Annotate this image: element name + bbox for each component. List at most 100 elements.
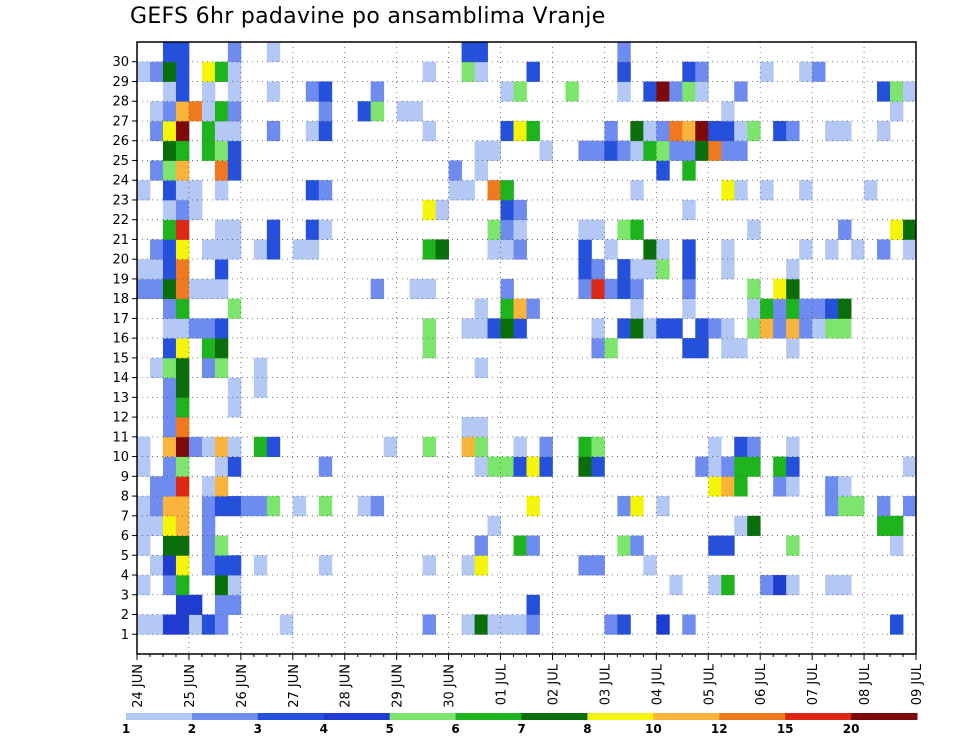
heatmap-cell (734, 180, 748, 201)
heatmap-cell (461, 436, 475, 457)
heatmap-cell (474, 160, 488, 181)
heatmap-cell (799, 239, 813, 260)
heatmap-cell (162, 614, 177, 635)
heatmap-cell (214, 101, 229, 122)
heatmap-cell (487, 180, 501, 201)
heatmap-cell (435, 239, 449, 260)
y-tick-label: 1 (121, 628, 129, 643)
heatmap-cell (227, 120, 242, 142)
colorbar-swatch (653, 713, 720, 720)
y-tick-label: 5 (121, 549, 129, 564)
colorbar-label: 2 (188, 722, 196, 736)
heatmap-cell (773, 120, 787, 142)
heatmap-cell (682, 140, 696, 161)
heatmap-cell (682, 81, 696, 102)
heatmap-cell (890, 515, 904, 536)
colorbar-swatch (851, 713, 918, 720)
heatmap-cell (669, 140, 683, 161)
heatmap-cell (214, 436, 229, 457)
heatmap-cell (513, 81, 527, 102)
heatmap-cell (370, 278, 385, 300)
heatmap-cell (422, 338, 437, 359)
heatmap-cell (708, 140, 722, 161)
heatmap-cell (747, 436, 761, 457)
heatmap-cell (370, 81, 385, 102)
heatmap-cell (773, 318, 787, 339)
heatmap-cell (643, 239, 657, 260)
heatmap-cell (422, 555, 437, 576)
heatmap-cell (175, 417, 190, 438)
heatmap-cell (591, 318, 605, 339)
heatmap-cell (214, 614, 229, 635)
heatmap-cell (890, 81, 904, 102)
y-tick-label: 13 (112, 391, 129, 406)
heatmap-cell (513, 318, 527, 339)
heatmap-cell (162, 575, 177, 596)
heatmap-cell (604, 120, 618, 142)
heatmap-cell (318, 219, 333, 240)
colorbar-label: 15 (777, 722, 794, 736)
heatmap-cell (422, 120, 437, 142)
heatmap-cell (617, 81, 631, 102)
colorbar-swatch (389, 713, 457, 720)
heatmap-cell (201, 476, 216, 497)
heatmap-cell (175, 357, 190, 379)
heatmap-cell (682, 259, 696, 280)
heatmap-cell (227, 594, 242, 615)
x-axis-ticks: 24 JUN 25 JUN 26 JUN 27 JUN 28 JUN 29 JUN 30 J… (131, 654, 925, 708)
heatmap-cell (175, 397, 190, 418)
y-tick-label: 27 (112, 114, 129, 129)
heatmap-cell (799, 61, 813, 82)
heatmap-cell (162, 436, 177, 457)
heatmap-cell (292, 239, 307, 260)
heatmap-cell (838, 476, 852, 497)
heatmap-cell (188, 101, 203, 122)
heatmap-cell (838, 496, 852, 517)
heatmap-cell (227, 496, 242, 517)
heatmap-cell (137, 614, 151, 635)
heatmap-cell (149, 496, 164, 517)
colorbar-label: 7 (517, 722, 525, 736)
heatmap-cell (162, 496, 177, 517)
heatmap-cell (487, 219, 501, 240)
heatmap-cell (825, 298, 839, 319)
heatmap-cell (318, 456, 333, 477)
heatmap-cell (630, 535, 644, 556)
heatmap-cell (188, 436, 203, 457)
heatmap-cell (474, 140, 488, 161)
colorbar-swatch (719, 713, 786, 720)
heatmap-cell (305, 239, 320, 260)
heatmap-cell (435, 199, 449, 221)
heatmap-cell (682, 298, 696, 319)
y-tick-label: 3 (121, 588, 129, 603)
heatmap-cell (734, 81, 748, 102)
heatmap-cell (877, 515, 891, 536)
y-tick-label: 24 (112, 174, 129, 189)
heatmap-cell (760, 61, 774, 82)
heatmap-cell (617, 318, 631, 339)
heatmap-cell (201, 278, 216, 300)
y-tick-label: 7 (121, 509, 129, 524)
heatmap-cell (773, 476, 787, 497)
colorbar-swatch (126, 713, 193, 720)
y-tick-label: 8 (121, 490, 129, 505)
heatmap-cell (175, 515, 190, 536)
heatmap-cell (656, 81, 670, 102)
y-tick-label: 28 (112, 95, 129, 110)
heatmap-cell (149, 515, 164, 536)
heatmap-cell (227, 239, 242, 260)
heatmap-cell (877, 120, 891, 142)
heatmap-cell (838, 298, 852, 319)
heatmap-cell (799, 298, 813, 319)
heatmap-cell (747, 456, 761, 477)
heatmap-cell (500, 219, 514, 240)
heatmap-cell (175, 535, 190, 556)
heatmap-cell (175, 160, 190, 181)
heatmap-cell (175, 101, 190, 122)
heatmap-cell (175, 180, 190, 201)
heatmap-cell (266, 496, 281, 517)
heatmap-cell (526, 456, 540, 477)
heatmap-cell (201, 338, 216, 359)
heatmap-cell (162, 417, 177, 438)
x-tick-label: 26 JUN (235, 664, 250, 708)
